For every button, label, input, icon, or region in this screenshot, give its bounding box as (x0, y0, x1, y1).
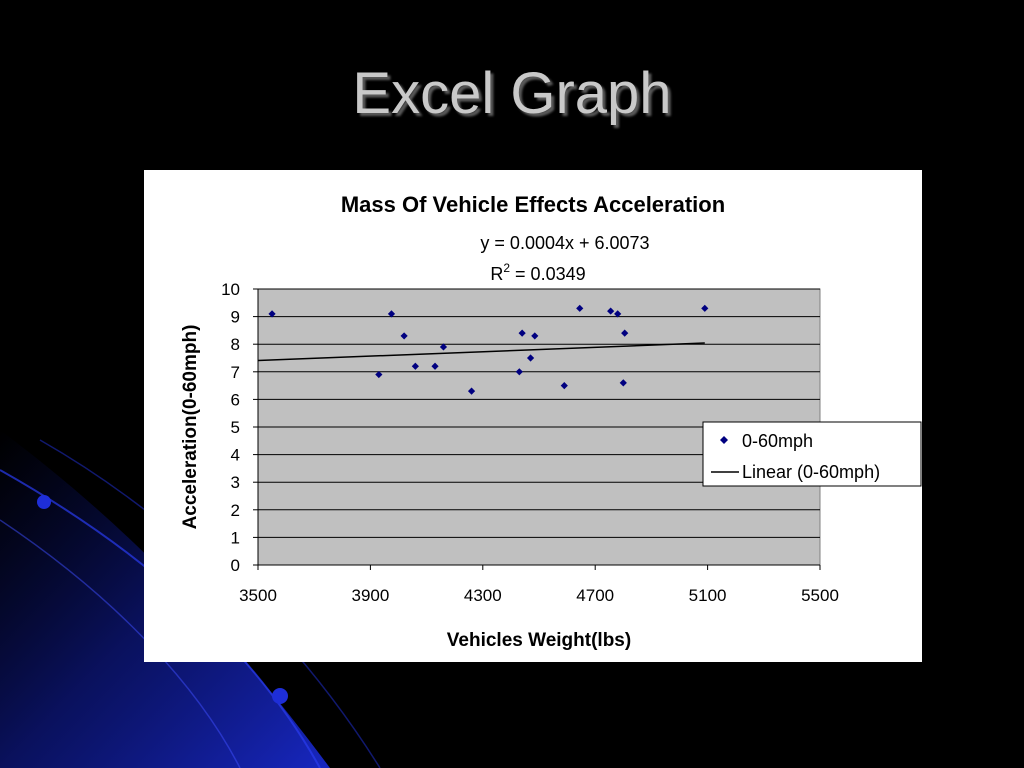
data-point (607, 307, 615, 315)
y-tick-label: 4 (231, 446, 240, 465)
gridlines (258, 288, 820, 538)
x-tick-label: 4300 (464, 586, 502, 605)
chart-title: Mass Of Vehicle Effects Acceleration (341, 192, 725, 217)
trendline-layer (257, 342, 705, 362)
x-tick-label: 4700 (576, 586, 614, 605)
y-tick-label: 0 (231, 556, 240, 575)
data-point (431, 362, 439, 370)
legend-marker-diamond (720, 436, 728, 444)
data-point (576, 304, 584, 312)
y-tick-label: 7 (231, 363, 240, 382)
r-squared-symbol: R (490, 264, 503, 284)
y-axis-ticks: 0 1 2 3 4 5 6 7 8 9 10 (221, 280, 258, 575)
legend-label-series: 0-60mph (742, 431, 813, 451)
scatter-chart: Mass Of Vehicle Effects Acceleration y =… (180, 192, 922, 651)
data-point (531, 332, 539, 340)
y-tick-label: 10 (221, 280, 240, 299)
data-point (439, 343, 448, 351)
trendline-equation: y = 0.0004x + 6.0073 (480, 233, 649, 253)
y-tick-label: 5 (231, 418, 240, 437)
data-point (614, 310, 622, 318)
x-axis-title: Vehicles Weight(lbs) (447, 630, 631, 651)
r-squared-superscript: 2 (503, 261, 510, 275)
x-tick-label: 5500 (801, 586, 839, 605)
trendline (257, 342, 705, 362)
y-tick-label: 1 (231, 528, 240, 547)
legend: 0-60mph Linear (0-60mph) (702, 421, 922, 487)
y-tick-label: 9 (231, 308, 240, 327)
data-point (701, 304, 709, 312)
y-tick-label: 2 (231, 501, 240, 520)
y-tick-label: 8 (231, 335, 240, 354)
x-axis-ticks: 3500 3900 4300 4700 5100 5500 (239, 565, 839, 605)
x-tick-label: 5100 (689, 586, 727, 605)
chart-panel: Mass Of Vehicle Effects Acceleration y =… (144, 170, 922, 662)
y-axis-title: Acceleration(0-60mph) (180, 325, 201, 530)
x-tick-label: 3900 (351, 586, 389, 605)
data-point (526, 354, 535, 362)
data-point (467, 387, 476, 395)
r-squared-value: = 0.0349 (510, 264, 586, 284)
x-tick-label: 3500 (239, 586, 277, 605)
data-point (621, 329, 629, 337)
y-tick-label: 6 (231, 390, 240, 409)
legend-label-trendline: Linear (0-60mph) (742, 462, 880, 482)
legend-box (702, 421, 922, 487)
data-point (375, 370, 383, 379)
decor-dot-1 (37, 495, 51, 509)
data-point (560, 382, 568, 390)
data-point (515, 368, 523, 376)
decor-dot-2 (272, 688, 288, 704)
y-tick-label: 3 (231, 473, 240, 492)
slide-title: Excel Graph (352, 61, 672, 126)
r-squared-label: R2 = 0.0349 (490, 261, 585, 284)
